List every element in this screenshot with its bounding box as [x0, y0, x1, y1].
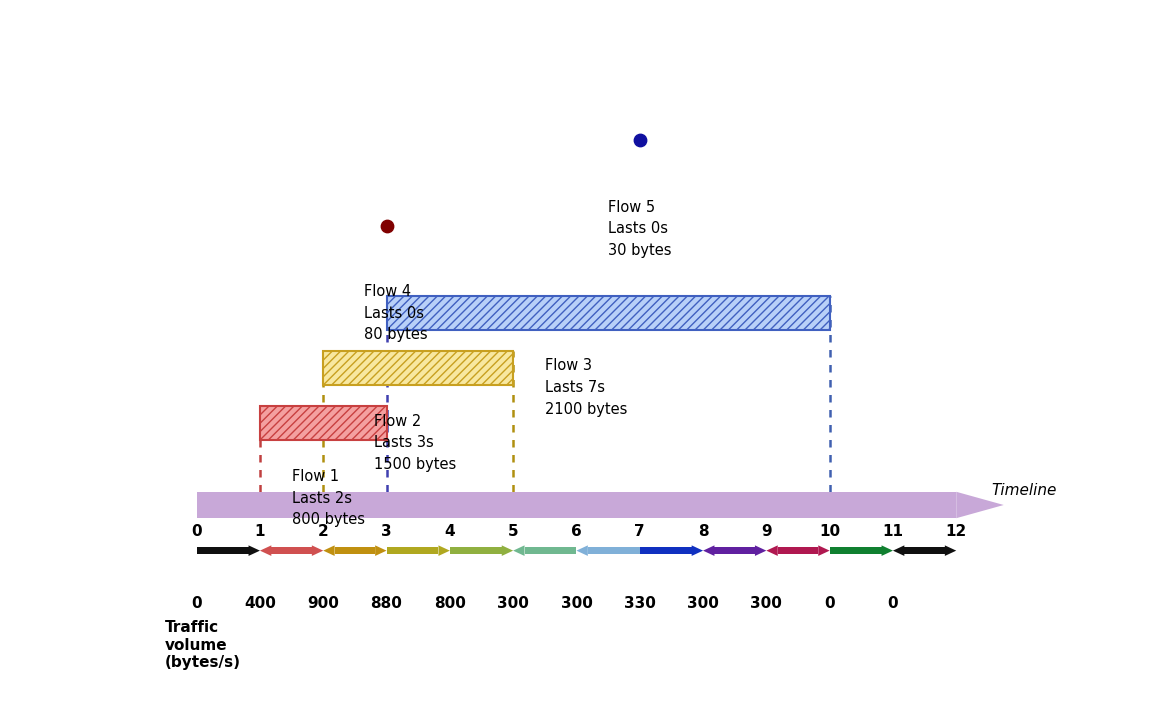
Text: 9: 9 — [762, 524, 772, 539]
Text: 400: 400 — [244, 596, 276, 611]
Text: 900: 900 — [307, 596, 339, 611]
Bar — [387, 547, 438, 554]
Polygon shape — [894, 545, 904, 556]
Bar — [640, 547, 691, 554]
Text: 0: 0 — [192, 524, 202, 539]
Text: 0: 0 — [192, 596, 202, 611]
Polygon shape — [375, 545, 387, 556]
Bar — [271, 547, 312, 554]
Text: 10: 10 — [819, 524, 840, 539]
Text: 300: 300 — [561, 596, 592, 611]
Bar — [196, 547, 249, 554]
Bar — [196, 492, 957, 518]
Bar — [450, 547, 502, 554]
Text: 8: 8 — [697, 524, 708, 539]
Bar — [260, 406, 387, 440]
Polygon shape — [312, 545, 324, 556]
Polygon shape — [703, 545, 715, 556]
Text: Traffic
volume
(bytes/s): Traffic volume (bytes/s) — [165, 620, 241, 670]
Polygon shape — [691, 545, 703, 556]
Bar — [829, 547, 882, 554]
Text: 2: 2 — [318, 524, 328, 539]
Bar — [335, 547, 375, 554]
Text: Flow 1
Lasts 2s
800 bytes: Flow 1 Lasts 2s 800 bytes — [292, 469, 364, 527]
Polygon shape — [945, 545, 957, 556]
Text: 800: 800 — [433, 596, 466, 611]
Bar — [324, 351, 513, 385]
Text: 300: 300 — [687, 596, 719, 611]
Text: Timeline: Timeline — [992, 483, 1056, 498]
Point — [631, 134, 649, 146]
Polygon shape — [819, 545, 829, 556]
Polygon shape — [438, 545, 450, 556]
Bar — [778, 547, 819, 554]
Text: 0: 0 — [825, 596, 835, 611]
Point — [377, 220, 396, 232]
Bar — [524, 547, 577, 554]
Polygon shape — [502, 545, 513, 556]
Bar — [588, 547, 640, 554]
Text: 4: 4 — [445, 524, 456, 539]
Text: 0: 0 — [888, 596, 898, 611]
Text: Flow 5
Lasts 0s
30 bytes: Flow 5 Lasts 0s 30 bytes — [609, 200, 672, 258]
Polygon shape — [957, 492, 1003, 518]
Text: 1: 1 — [255, 524, 265, 539]
Text: 330: 330 — [624, 596, 655, 611]
Text: 300: 300 — [498, 596, 529, 611]
Text: 6: 6 — [571, 524, 582, 539]
Text: 12: 12 — [946, 524, 967, 539]
Text: 300: 300 — [750, 596, 783, 611]
Text: Flow 4
Lasts 0s
80 bytes: Flow 4 Lasts 0s 80 bytes — [364, 284, 427, 342]
Bar — [715, 547, 755, 554]
Polygon shape — [577, 545, 588, 556]
Polygon shape — [766, 545, 778, 556]
Text: 880: 880 — [370, 596, 403, 611]
Polygon shape — [513, 545, 524, 556]
Bar — [387, 296, 829, 329]
Polygon shape — [324, 545, 335, 556]
Text: Flow 2
Lasts 3s
1500 bytes: Flow 2 Lasts 3s 1500 bytes — [374, 413, 457, 472]
Text: 7: 7 — [634, 524, 645, 539]
Text: 3: 3 — [381, 524, 391, 539]
Text: 11: 11 — [883, 524, 904, 539]
Text: 5: 5 — [508, 524, 519, 539]
Polygon shape — [882, 545, 894, 556]
Text: Flow 3
Lasts 7s
2100 bytes: Flow 3 Lasts 7s 2100 bytes — [544, 358, 627, 416]
Polygon shape — [260, 545, 271, 556]
Polygon shape — [249, 545, 260, 556]
Polygon shape — [755, 545, 766, 556]
Bar — [904, 547, 945, 554]
